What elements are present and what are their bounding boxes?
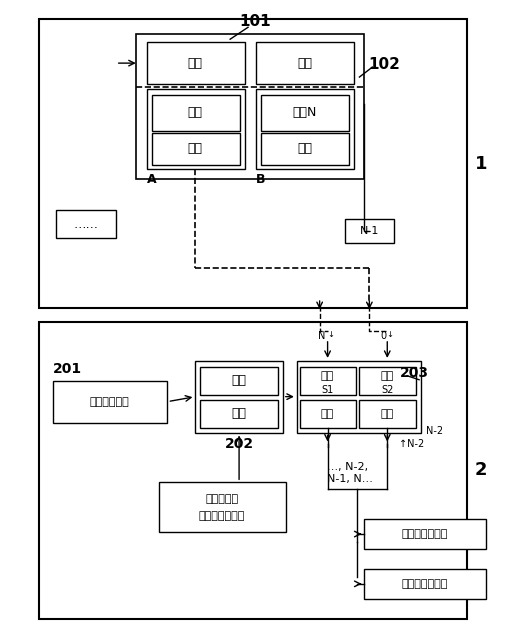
Text: 101: 101 — [239, 14, 271, 29]
Text: 脉冲压缩器: 脉冲压缩器 — [206, 494, 239, 504]
Text: S2: S2 — [381, 385, 393, 395]
Text: 收数: 收数 — [381, 371, 394, 381]
Bar — [195, 361, 283, 433]
Text: 通讯控制器接收: 通讯控制器接收 — [402, 529, 448, 539]
Text: 发送: 发送 — [232, 375, 246, 387]
Text: 203: 203 — [400, 366, 429, 380]
Bar — [39, 322, 467, 619]
Text: 接收: 接收 — [232, 407, 246, 420]
Bar — [152, 133, 240, 165]
Text: 测高处理器接收: 测高处理器接收 — [402, 579, 448, 589]
Text: 计算: 计算 — [188, 107, 203, 119]
Text: 时序控制模块: 时序控制模块 — [90, 397, 130, 406]
Bar — [201, 367, 278, 395]
Text: 1: 1 — [474, 154, 487, 173]
Text: 计算N: 计算N — [293, 107, 317, 119]
Bar — [147, 89, 245, 168]
Bar — [39, 19, 467, 308]
Text: 0: 0 — [380, 331, 386, 341]
Bar — [297, 361, 421, 433]
Text: ↓: ↓ — [387, 330, 394, 339]
Text: 发送来的数据包: 发送来的数据包 — [199, 511, 245, 521]
Bar — [359, 399, 416, 427]
Bar — [256, 42, 354, 84]
Text: 收数: 收数 — [321, 371, 334, 381]
Text: 201: 201 — [53, 362, 82, 376]
Text: A: A — [147, 173, 156, 186]
Text: N-2: N-2 — [426, 426, 443, 436]
Bar — [364, 519, 486, 549]
Bar — [364, 569, 486, 599]
Text: ↓: ↓ — [327, 330, 334, 339]
Text: 收数: 收数 — [188, 57, 203, 70]
Bar — [201, 399, 278, 427]
Text: ↑N-2: ↑N-2 — [399, 440, 424, 449]
Bar — [300, 399, 356, 427]
Text: 发数: 发数 — [297, 142, 312, 155]
Bar — [261, 95, 350, 131]
Text: 收数: 收数 — [297, 57, 312, 70]
Bar — [359, 367, 416, 395]
Text: 2: 2 — [474, 461, 487, 479]
Text: 发数: 发数 — [381, 408, 394, 419]
Text: …, N-2,: …, N-2, — [327, 463, 367, 472]
Text: B: B — [256, 173, 266, 186]
Bar — [56, 211, 116, 239]
Text: N-1, N…: N-1, N… — [327, 474, 373, 484]
Bar — [345, 219, 394, 243]
Bar — [152, 95, 240, 131]
Text: 202: 202 — [224, 438, 253, 452]
Text: 发数: 发数 — [188, 142, 203, 155]
Bar — [261, 133, 350, 165]
Bar — [147, 42, 245, 84]
Text: N: N — [318, 331, 325, 341]
Text: 102: 102 — [369, 57, 400, 71]
Bar — [300, 367, 356, 395]
Text: N-1: N-1 — [360, 226, 379, 237]
Bar — [256, 89, 354, 168]
Text: ……: …… — [73, 218, 98, 231]
Text: S1: S1 — [322, 385, 334, 395]
Text: 发数: 发数 — [321, 408, 334, 419]
Bar — [158, 482, 286, 532]
Bar — [136, 34, 364, 179]
Bar — [53, 381, 167, 422]
